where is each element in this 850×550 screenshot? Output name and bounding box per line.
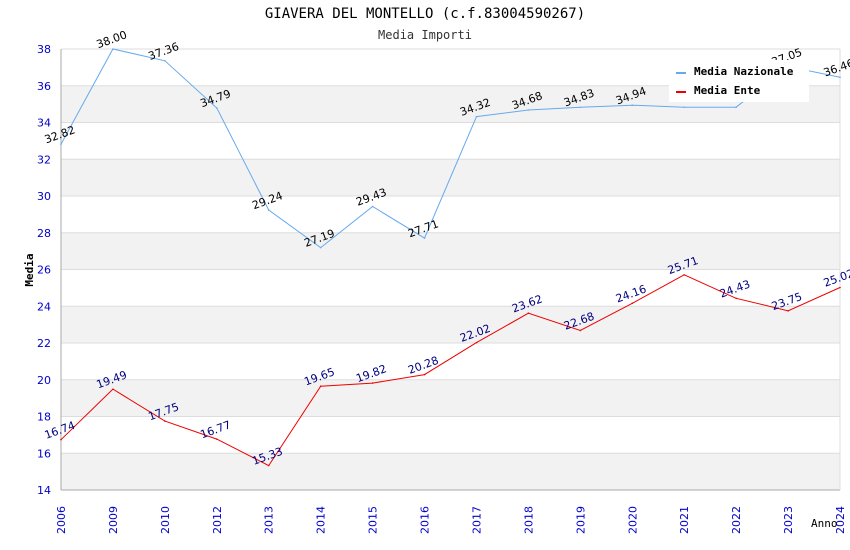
data-point-media-nazionale xyxy=(267,209,270,211)
data-point-media-nazionale xyxy=(60,143,62,145)
chart-title: GIAVERA DEL MONTELLO (c.f.83004590267) xyxy=(265,6,585,22)
y-tick-label: 32 xyxy=(37,153,51,166)
x-tick-label: 2012 xyxy=(211,506,224,534)
grid-band xyxy=(61,306,840,343)
data-point-media-nazionale xyxy=(527,109,530,111)
data-point-media-nazionale xyxy=(112,48,114,50)
legend: Media Nazionale Media Ente xyxy=(669,60,809,102)
x-tick-label: 2020 xyxy=(626,506,639,534)
data-point-media-ente xyxy=(527,312,530,315)
y-tick-label: 30 xyxy=(37,190,51,203)
data-label-media-nazionale: 38.00 xyxy=(95,28,129,51)
x-tick-label: 2022 xyxy=(730,506,743,534)
x-tick-label: 2017 xyxy=(470,506,483,534)
data-point-media-ente xyxy=(839,286,841,289)
y-axis-ticks: 14 16 18 20 22 24 26 28 30 32 34 36 38 xyxy=(37,43,51,497)
grid-band xyxy=(61,379,840,417)
x-tick-label: 2015 xyxy=(367,506,380,534)
grid-band xyxy=(61,122,840,160)
data-point-media-ente xyxy=(319,385,322,387)
chart-subtitle: Media Importi xyxy=(378,28,472,42)
data-point-media-ente xyxy=(112,388,114,390)
data-point-media-nazionale xyxy=(839,76,841,79)
x-axis-label: Anno xyxy=(811,517,838,530)
data-point-media-ente xyxy=(423,373,426,376)
x-axis-ticks: 2006 2009 2010 2012 2013 2014 2015 2016 2017 2018… xyxy=(55,506,847,534)
data-point-media-nazionale xyxy=(216,107,218,109)
data-point-media-nazionale xyxy=(475,115,478,118)
y-tick-label: 36 xyxy=(37,80,51,93)
data-point-media-ente xyxy=(371,382,374,384)
legend-label-media-ente: Media Ente xyxy=(694,84,761,97)
y-tick-label: 18 xyxy=(37,411,51,424)
data-point-media-nazionale xyxy=(319,246,322,249)
y-axis-label: Media xyxy=(23,253,36,286)
background-bands xyxy=(61,49,840,490)
y-tick-label: 16 xyxy=(37,447,51,460)
x-tick-label: 2014 xyxy=(315,506,328,534)
x-tick-label: 2010 xyxy=(159,506,172,534)
y-tick-label: 34 xyxy=(37,117,51,130)
series-line-media-ente xyxy=(60,274,841,467)
x-tick-label: 2013 xyxy=(263,506,276,534)
data-point-media-nazionale xyxy=(631,104,634,107)
legend-label-media-nazionale: Media Nazionale xyxy=(694,65,794,78)
grid-band xyxy=(61,453,840,490)
y-tick-label: 28 xyxy=(37,227,51,240)
data-point-media-nazionale xyxy=(423,237,426,239)
data-point-media-nazionale xyxy=(164,59,166,62)
axes xyxy=(60,49,841,491)
series-lines xyxy=(60,48,841,467)
legend-box xyxy=(669,60,809,102)
x-tick-label: 2024 xyxy=(834,506,847,534)
data-point-media-ente xyxy=(683,274,685,276)
grid-band xyxy=(61,196,840,233)
x-tick-label: 2019 xyxy=(574,506,587,534)
y-tick-label: 38 xyxy=(37,43,51,56)
data-point-media-nazionale xyxy=(579,106,582,109)
data-point-media-nazionale xyxy=(371,205,374,208)
y-tick-label: 14 xyxy=(37,484,51,497)
data-point-media-nazionale xyxy=(735,106,737,109)
y-tick-label: 20 xyxy=(37,374,51,387)
y-tick-label: 22 xyxy=(37,337,51,350)
data-point-media-ente xyxy=(787,310,789,312)
grid-band xyxy=(61,416,840,454)
x-tick-label: 2016 xyxy=(419,506,432,534)
grid-band xyxy=(61,343,840,380)
data-point-media-ente xyxy=(60,438,62,441)
data-point-media-ente xyxy=(631,302,634,305)
x-tick-label: 2006 xyxy=(55,506,68,534)
series-line-media-nazionale xyxy=(60,48,841,249)
grid-band xyxy=(61,269,840,307)
x-tick-label: 2023 xyxy=(782,506,795,534)
data-point-media-ente xyxy=(475,341,478,344)
grid-band xyxy=(61,232,840,270)
data-point-media-nazionale xyxy=(683,106,685,109)
x-tick-label: 2018 xyxy=(522,506,535,534)
data-point-media-ente xyxy=(164,420,166,422)
x-tick-label: 2021 xyxy=(678,506,691,534)
data-point-media-ente xyxy=(579,329,582,332)
y-tick-label: 26 xyxy=(37,264,51,277)
x-tick-label: 2009 xyxy=(107,506,120,534)
data-point-media-ente xyxy=(735,297,737,300)
y-tick-label: 24 xyxy=(37,300,51,313)
data-point-media-ente xyxy=(216,438,218,440)
data-point-media-ente xyxy=(267,464,270,467)
